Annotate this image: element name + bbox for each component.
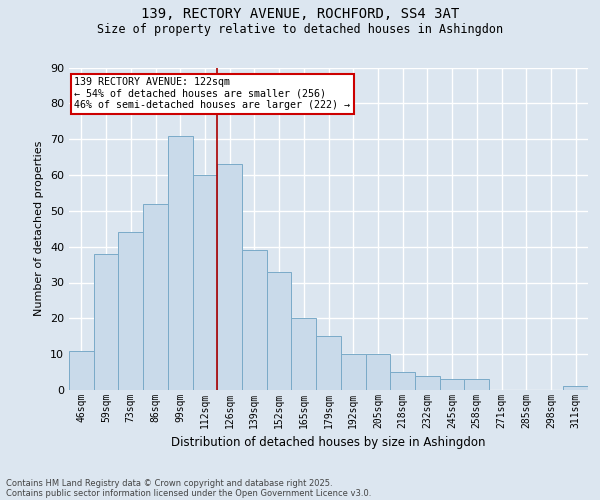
Bar — [69, 350, 94, 390]
Bar — [292, 318, 316, 390]
Bar — [316, 336, 341, 390]
Text: 139, RECTORY AVENUE, ROCHFORD, SS4 3AT: 139, RECTORY AVENUE, ROCHFORD, SS4 3AT — [141, 8, 459, 22]
Text: 139 RECTORY AVENUE: 122sqm
← 54% of detached houses are smaller (256)
46% of sem: 139 RECTORY AVENUE: 122sqm ← 54% of deta… — [74, 77, 350, 110]
Bar — [94, 254, 118, 390]
Bar — [563, 386, 588, 390]
Bar — [118, 232, 143, 390]
Bar — [464, 379, 489, 390]
Bar — [365, 354, 390, 390]
Bar — [415, 376, 440, 390]
Text: Contains HM Land Registry data © Crown copyright and database right 2025.: Contains HM Land Registry data © Crown c… — [6, 478, 332, 488]
Bar — [193, 175, 217, 390]
Bar — [168, 136, 193, 390]
Bar — [143, 204, 168, 390]
Text: Size of property relative to detached houses in Ashingdon: Size of property relative to detached ho… — [97, 22, 503, 36]
Bar — [341, 354, 365, 390]
Text: Contains public sector information licensed under the Open Government Licence v3: Contains public sector information licen… — [6, 488, 371, 498]
Bar — [267, 272, 292, 390]
Bar — [440, 379, 464, 390]
Bar — [242, 250, 267, 390]
X-axis label: Distribution of detached houses by size in Ashingdon: Distribution of detached houses by size … — [171, 436, 486, 450]
Bar — [390, 372, 415, 390]
Bar — [217, 164, 242, 390]
Y-axis label: Number of detached properties: Number of detached properties — [34, 141, 44, 316]
